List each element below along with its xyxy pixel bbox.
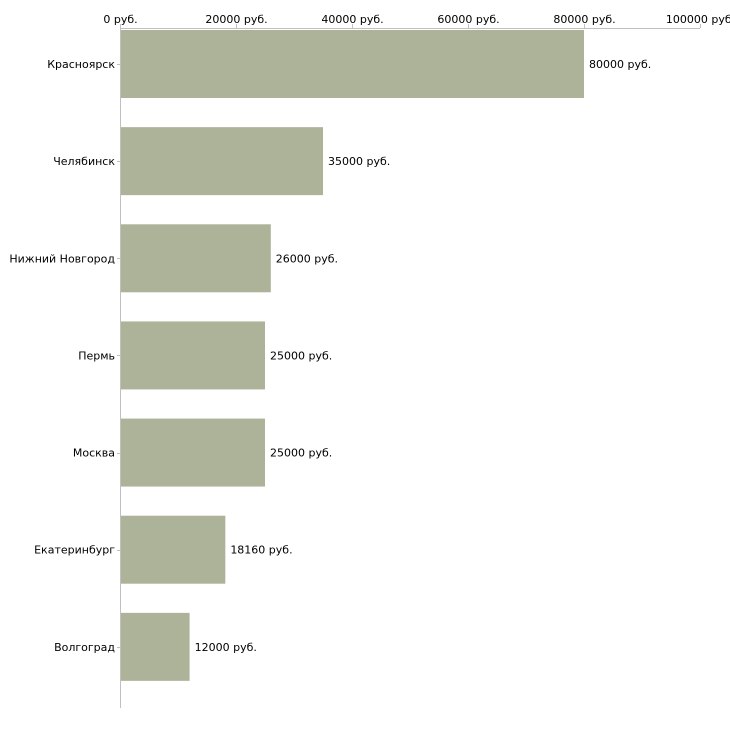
x-tick-label: 20000 руб.: [205, 13, 267, 26]
bar: [121, 30, 584, 98]
bar: [121, 127, 323, 196]
bar: [121, 418, 265, 487]
category-label: Челябинск: [53, 155, 115, 168]
data-labels: 80000 руб. 35000 руб. 26000 руб. 25000 руб.…: [195, 58, 652, 654]
x-tick-label: 40000 руб.: [321, 13, 383, 26]
bars: [121, 30, 584, 681]
data-label: 80000 руб.: [589, 58, 651, 71]
data-label: 25000 руб.: [270, 447, 332, 460]
bar: [121, 321, 265, 390]
data-label: 12000 руб.: [195, 641, 257, 654]
category-label: Москва: [73, 447, 115, 460]
data-label: 26000 руб.: [276, 252, 338, 265]
x-tick-label: 0 руб.: [103, 13, 137, 26]
x-axis: 0 руб. 20000 руб. 40000 руб. 60000 руб. 8000…: [103, 13, 730, 29]
data-label: 18160 руб.: [230, 544, 292, 557]
category-label: Екатеринбург: [34, 544, 115, 557]
y-axis: Красноярск Челябинск Нижний Новгород Пермь М…: [9, 28, 121, 708]
bar: [121, 515, 226, 584]
bar: [121, 224, 271, 293]
category-label: Красноярск: [47, 58, 115, 71]
x-tick-label: 80000 руб.: [553, 13, 615, 26]
category-label: Пермь: [78, 349, 115, 362]
x-tick-label: 100000 руб.: [666, 13, 730, 26]
x-tick-label: 60000 руб.: [437, 13, 499, 26]
data-label: 25000 руб.: [270, 349, 332, 362]
category-label: Волгоград: [54, 641, 115, 654]
data-label: 35000 руб.: [328, 155, 390, 168]
category-label: Нижний Новгород: [9, 252, 115, 265]
bar: [121, 612, 190, 681]
